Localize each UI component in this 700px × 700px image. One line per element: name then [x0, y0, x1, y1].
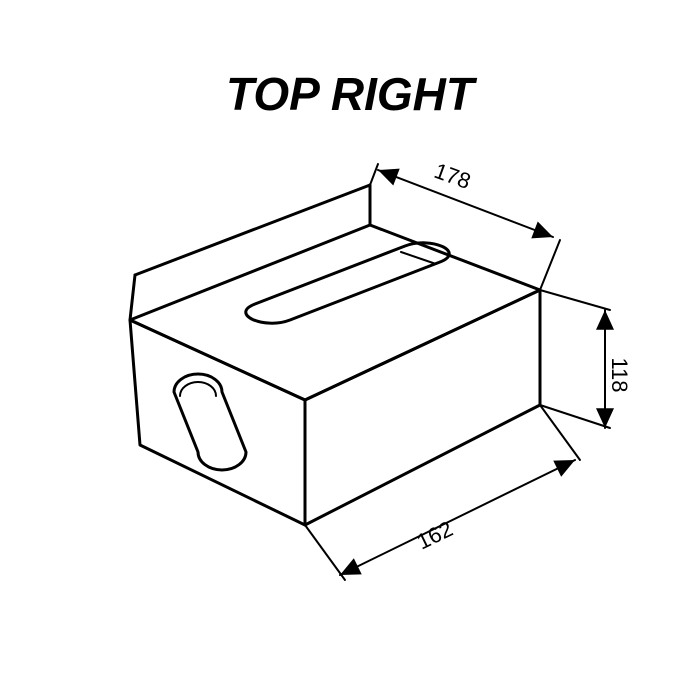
svg-text:178: 178	[431, 158, 474, 194]
svg-text:118: 118	[607, 357, 632, 392]
svg-text:TOP RIGHT: TOP RIGHT	[226, 68, 478, 120]
